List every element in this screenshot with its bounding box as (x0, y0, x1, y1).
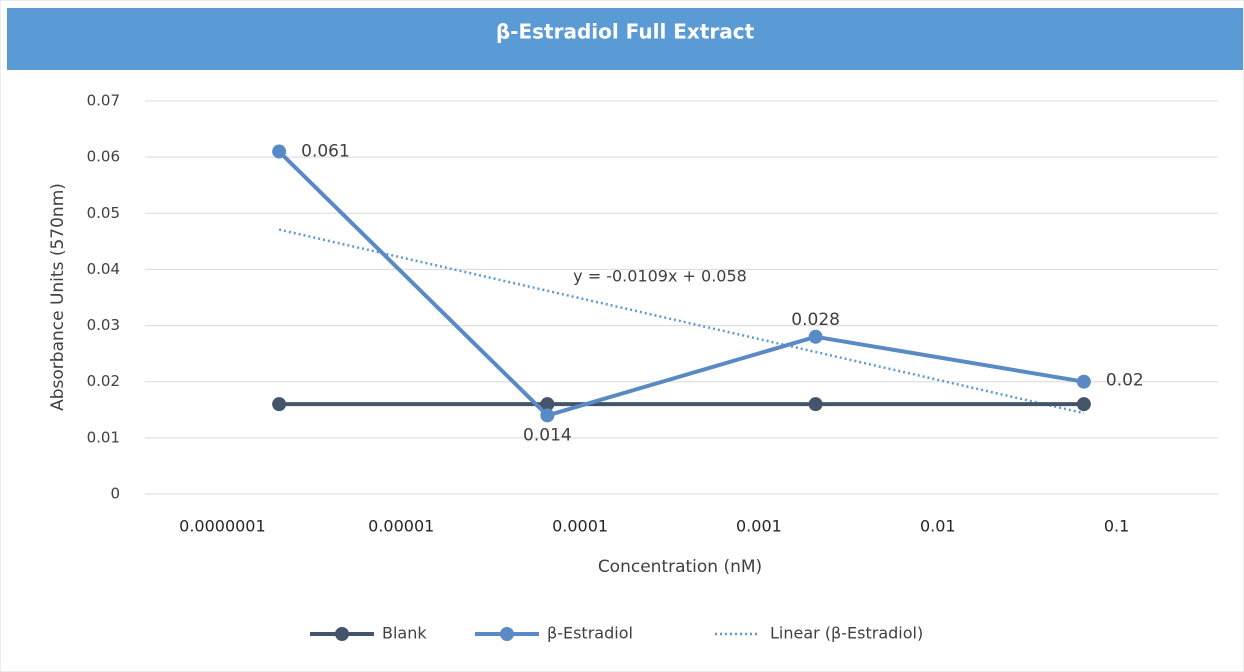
chart-title: β-Estradiol Full Extract (496, 20, 755, 44)
legend-label: Blank (382, 624, 427, 643)
data-point (808, 329, 823, 344)
x-tick-label: 0.00001 (368, 517, 434, 536)
legend-marker (335, 627, 349, 641)
data-point (1076, 397, 1091, 412)
series-line (277, 150, 1085, 418)
data-point (540, 408, 555, 423)
data-point (1076, 374, 1091, 389)
x-tick-label: 0.0001 (552, 517, 608, 536)
title-bar (7, 8, 1243, 70)
data-label: 0.028 (791, 310, 840, 330)
y-tick-label: 0.04 (87, 260, 120, 278)
y-tick-label: 0.05 (87, 204, 120, 222)
data-point (272, 144, 287, 159)
legend-marker (500, 627, 514, 641)
data-label: 0.014 (523, 425, 572, 445)
y-tick-label: 0.01 (87, 428, 120, 446)
y-tick-label: 0.07 (87, 92, 120, 110)
y-tick-label: 0.02 (87, 372, 120, 390)
data-point (540, 397, 555, 412)
x-tick-label: 0.001 (736, 517, 782, 536)
x-tick-label: 0.01 (920, 517, 956, 536)
x-tick-label: 0.0000001 (179, 517, 266, 536)
legend-label: β-Estradiol (547, 624, 633, 643)
x-axis-title: Concentration (nM) (598, 557, 762, 577)
data-label: 0.02 (1106, 371, 1144, 391)
y-tick-label: 0.06 (87, 148, 120, 166)
y-tick-label: 0 (110, 485, 120, 503)
data-point (808, 397, 823, 412)
data-point (272, 397, 287, 412)
data-label: 0.061 (301, 142, 350, 162)
y-tick-label: 0.03 (87, 316, 120, 334)
trendline-equation: y = -0.0109x + 0.058 (573, 267, 747, 286)
x-tick-label: 0.1 (1104, 517, 1129, 536)
legend-label: Linear (β-Estradiol) (770, 624, 923, 643)
y-axis-title: Absorbance Units (570nm) (48, 183, 68, 411)
